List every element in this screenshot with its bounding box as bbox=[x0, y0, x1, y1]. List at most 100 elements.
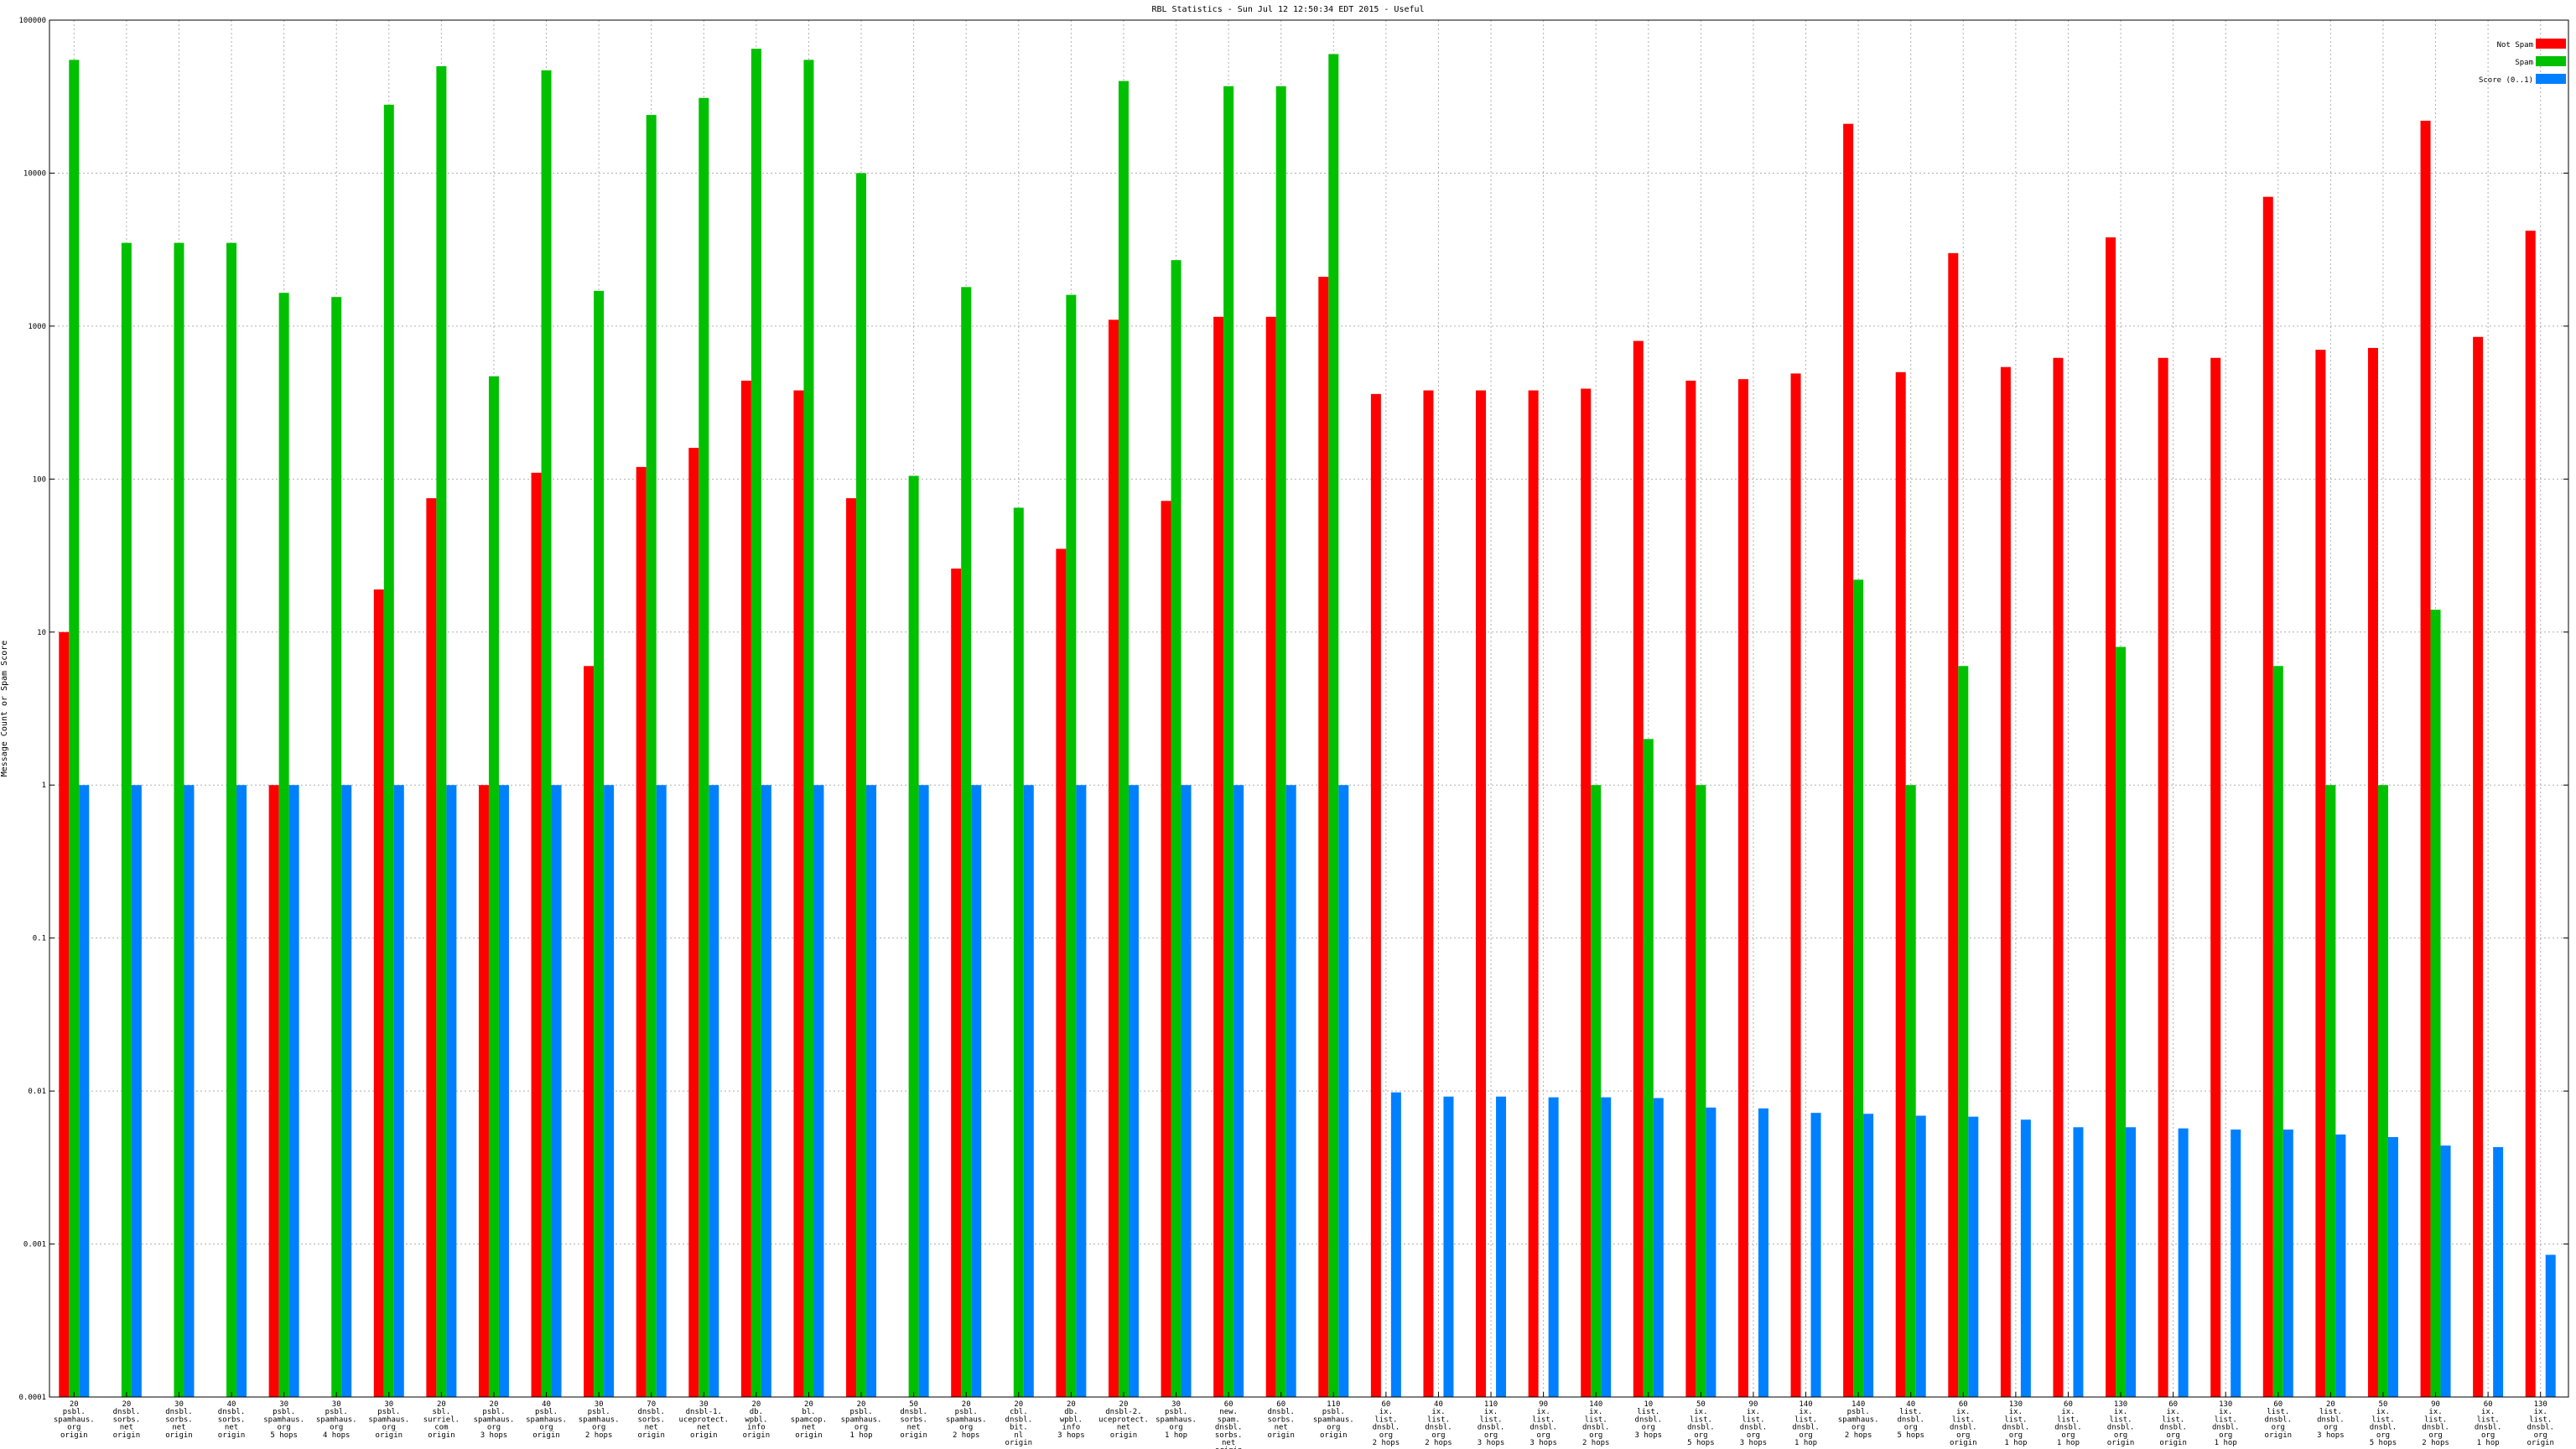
bar-spam bbox=[1643, 739, 1654, 1397]
bar-spam bbox=[488, 376, 499, 1398]
bar-score-0-1 bbox=[446, 785, 457, 1397]
bar-score-0-1 bbox=[604, 785, 615, 1397]
y-axis-label: Message Count or Spam Score bbox=[0, 641, 9, 777]
bar-spam bbox=[1328, 54, 1339, 1397]
bar-not-spam bbox=[2367, 347, 2378, 1398]
bar-score-0-1 bbox=[2387, 1137, 2398, 1397]
x-tick-label: 60 ix. list. dnsbl. org origin bbox=[2159, 1400, 2187, 1447]
bar-score-0-1 bbox=[236, 785, 247, 1397]
bar-not-spam bbox=[584, 666, 595, 1397]
bar-not-spam bbox=[1056, 548, 1067, 1397]
y-axis-ticks: 0.0001 0.001 0.01 0.1 1 10 100 1000 10000 100000 bbox=[18, 17, 2568, 1402]
bar-spam bbox=[541, 70, 552, 1397]
bar-not-spam bbox=[793, 390, 804, 1397]
y-tick-label: 0.0001 bbox=[18, 1394, 46, 1402]
bar-score-0-1 bbox=[1181, 785, 1192, 1397]
x-tick-label: 90 ix. list. dnsbl. org 3 hops bbox=[1740, 1400, 1768, 1447]
x-tick-label: 130 ix. list. dnsbl. org origin bbox=[2527, 1400, 2554, 1447]
bar-not-spam bbox=[740, 380, 751, 1397]
bar-spam bbox=[699, 97, 709, 1398]
bar-score-0-1 bbox=[813, 785, 824, 1397]
bar-not-spam bbox=[1476, 390, 1487, 1397]
y-tick-label: 10000 bbox=[23, 169, 46, 178]
legend-label: Spam bbox=[2515, 59, 2533, 67]
bar-not-spam bbox=[1265, 316, 1276, 1397]
x-tick-label: 110 psbl. spamhaus. org origin bbox=[1313, 1400, 1354, 1440]
bar-not-spam bbox=[2473, 336, 2484, 1398]
x-tick-label: 50 ix. list. dnsbl. org 5 hops bbox=[1687, 1400, 1715, 1447]
x-tick-label: 60 ix. list. dnsbl. org 1 hop bbox=[2475, 1400, 2502, 1447]
x-tick-label: 130 ix. list. dnsbl. org 1 hop bbox=[2002, 1400, 2030, 1447]
bar-score-0-1 bbox=[393, 785, 404, 1397]
bar-not-spam bbox=[1108, 319, 1119, 1397]
x-tick-label: 70 dnsbl. sorbs. net origin bbox=[637, 1400, 665, 1440]
x-tick-label: 90 ix. list. dnsbl. org 3 hops bbox=[1530, 1400, 1557, 1447]
x-tick-label: 40 psbl. spamhaus. org origin bbox=[526, 1400, 567, 1440]
bar-score-0-1 bbox=[2231, 1130, 2241, 1397]
bar-score-0-1 bbox=[2126, 1127, 2137, 1397]
x-tick-label: 30 dnsbl-1. uceprotect. net origin bbox=[678, 1400, 729, 1440]
bar-not-spam bbox=[951, 569, 962, 1397]
bar-score-0-1 bbox=[1706, 1107, 1716, 1397]
bar-score-0-1 bbox=[1233, 785, 1244, 1397]
x-tick-label: 20 psbl. spamhaus. org origin bbox=[54, 1400, 95, 1440]
bar-not-spam bbox=[636, 466, 647, 1397]
x-tick-label: 60 dnsbl. sorbs. net origin bbox=[1267, 1400, 1295, 1440]
x-tick-label: 30 psbl. spamhaus. org origin bbox=[368, 1400, 409, 1440]
bar-spam bbox=[856, 173, 867, 1397]
bar-spam bbox=[1853, 579, 1864, 1397]
bar-score-0-1 bbox=[1443, 1096, 1454, 1397]
bar-spam bbox=[278, 293, 289, 1397]
bar-not-spam bbox=[1528, 390, 1539, 1397]
x-tick-label: 20 dnsbl. sorbs. net origin bbox=[113, 1400, 141, 1440]
y-tick-label: 0.01 bbox=[28, 1088, 46, 1096]
x-tick-label: 40 ix. list. dnsbl. org 2 hops bbox=[1425, 1400, 1452, 1447]
bar-not-spam bbox=[2158, 357, 2168, 1397]
x-tick-label: 10 list. dnsbl. org 3 hops bbox=[1635, 1400, 1663, 1440]
bar-score-0-1 bbox=[1496, 1096, 1507, 1397]
bar-not-spam bbox=[1161, 501, 1171, 1397]
bar-score-0-1 bbox=[918, 785, 929, 1397]
plot-frame bbox=[49, 19, 2569, 1398]
bar-spam bbox=[1696, 785, 1706, 1397]
bar-spam bbox=[1066, 294, 1077, 1398]
y-tick-label: 0.001 bbox=[23, 1241, 46, 1249]
x-tick-label: 50 ix. list. dnsbl. org 5 hops bbox=[2370, 1400, 2397, 1447]
bar-spam bbox=[750, 49, 761, 1397]
bar-not-spam bbox=[1581, 388, 1592, 1398]
bar-not-spam bbox=[2420, 120, 2431, 1398]
bar-not-spam bbox=[1370, 393, 1381, 1398]
legend-swatch bbox=[2536, 39, 2566, 49]
bar-spam bbox=[2325, 785, 2336, 1397]
x-tick-label: 60 ix. list. dnsbl. org origin bbox=[1950, 1400, 1977, 1447]
bar-spam bbox=[436, 65, 447, 1397]
bar-spam bbox=[908, 475, 919, 1397]
x-tick-label: 130 ix. list. dnsbl. org 1 hop bbox=[2212, 1400, 2240, 1447]
bar-spam bbox=[1013, 507, 1024, 1397]
x-tick-label: 60 ix. list. dnsbl. org 2 hops bbox=[1373, 1400, 1400, 1447]
y-tick-label: 100000 bbox=[18, 17, 46, 25]
bar-not-spam bbox=[688, 448, 699, 1397]
bar-not-spam bbox=[1843, 123, 1854, 1397]
bar-score-0-1 bbox=[1076, 785, 1087, 1397]
bar-spam bbox=[121, 242, 132, 1397]
bar-not-spam bbox=[1895, 371, 1906, 1397]
bar-spam bbox=[2430, 610, 2441, 1397]
bar-score-0-1 bbox=[1128, 785, 1139, 1397]
bar-score-0-1 bbox=[1810, 1113, 1821, 1397]
x-tick-label: 20 psbl. spamhaus. org 2 hops bbox=[946, 1400, 987, 1440]
x-tick-label: 60 ix. list. dnsbl. org 1 hop bbox=[2054, 1400, 2082, 1447]
legend-swatch bbox=[2536, 56, 2566, 66]
bar-score-0-1 bbox=[761, 785, 771, 1397]
bar-score-0-1 bbox=[551, 785, 562, 1397]
bar-spam bbox=[1118, 80, 1129, 1398]
bar-score-0-1 bbox=[656, 785, 667, 1397]
x-tick-label: 40 list. dnsbl. org 5 hops bbox=[1897, 1400, 1924, 1440]
bar-not-spam bbox=[1318, 277, 1329, 1397]
bar-score-0-1 bbox=[2283, 1130, 2293, 1397]
bar-spam bbox=[803, 60, 814, 1397]
y-tick-label: 100 bbox=[33, 475, 46, 484]
x-tick-label: 30 psbl. spamhaus. org 4 hops bbox=[316, 1400, 357, 1440]
bar-not-spam bbox=[2106, 237, 2116, 1397]
bar-score-0-1 bbox=[866, 785, 877, 1397]
